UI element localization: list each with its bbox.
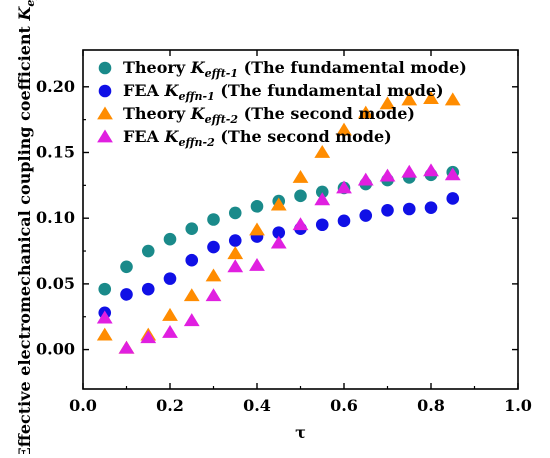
legend-item-theory-fundamental: Theory Kefft-1 (The fundamental mode) [98,58,467,80]
theory-second-point [423,91,439,105]
x-tick-label: 1.0 [504,396,532,415]
theory-second-point [314,144,331,158]
theory-second-point [357,105,374,119]
fea-second-point [205,288,222,302]
fea-second-point [423,163,439,177]
theory-second-point [401,92,418,106]
theory-second-point [183,288,200,302]
theory-second-point [379,96,396,110]
fea-second-point [379,168,396,182]
y-tick-label: 0.20 [36,77,75,96]
fea-fundamental-point [185,253,199,267]
legend-item-fea-second: FEA Keffn-2 (The second mode) [97,127,392,149]
x-tick-label: 0.6 [330,396,358,415]
fea-fundamental-point [141,282,155,296]
y-axis-title: Effective electromechanical coupling coe… [15,0,37,454]
fea-second-point [444,167,461,181]
theory-second-point [336,122,352,136]
legend-label-fea-second: FEA Keffn-2 (The second mode) [123,127,392,149]
x-tick-label: 0.8 [417,396,445,415]
y-tick-label: 0.00 [36,340,75,359]
fea-fundamental-point [359,209,373,222]
legend-marker-theory-second [97,106,113,120]
theory-second-point [270,197,287,211]
x-axis-title: τ [295,423,306,442]
theory-second-point [162,307,178,321]
y-tick-label: 0.05 [36,274,75,293]
fea-second-point [292,217,309,231]
fea-fundamental-point [207,240,220,254]
fea-fundamental-point [381,204,394,217]
fea-fundamental-point [337,214,351,228]
theory-second-point [292,169,309,183]
y-tick-label: 0.10 [36,208,75,227]
fea-second-point [162,325,178,338]
theory-second-point [249,222,265,236]
theory-fundamental-point [185,222,199,235]
fea-second-point [140,330,157,344]
fea-fundamental-point [163,272,177,285]
legend-marker-fea-second [97,129,113,143]
legend-marker-theory-fundamental [98,61,112,75]
fea-fundamental-point [402,202,416,216]
y-tick-label: 0.15 [36,142,75,161]
theory-fundamental-point [294,189,307,203]
theory-fundamental-point [98,282,112,296]
legend-label-theory-second: Theory Kefft-2 (The second mode) [123,104,415,126]
x-tick-label: 0.0 [69,396,97,415]
theory-fundamental-point [250,200,264,213]
data-marks [96,91,461,354]
fea-second-point [96,310,113,324]
theory-fundamental-point [120,260,133,274]
x-tick-label: 0.4 [243,396,271,415]
theory-fundamental-point [228,206,242,220]
fea-second-point [183,313,200,327]
fea-fundamental-point [424,201,438,214]
fea-fundamental-point [446,192,460,205]
theory-second-point [96,327,113,341]
theory-fundamental-point [207,213,220,226]
fea-second-point [249,257,265,271]
legend-label-theory-fundamental: Theory Kefft-1 (The fundamental mode) [123,58,467,80]
theory-second-point [444,92,461,106]
theory-fundamental-point [141,244,155,258]
fea-second-point [357,172,374,186]
x-tick-label: 0.2 [156,396,184,415]
fea-fundamental-point [228,234,242,247]
theory-second-point [205,268,222,282]
legend: Theory Kefft-1 (The fundamental mode)FEA… [97,58,467,149]
fea-second-point [270,235,287,249]
fea-second-point [336,180,352,194]
fea-fundamental-point [120,288,133,301]
legend-label-fea-fundamental: FEA Keffn-1 (The fundamental mode) [123,81,444,103]
theory-fundamental-point [315,185,329,199]
series-fea-second [96,163,461,354]
fea-second-point [118,340,135,354]
legend-item-theory-second: Theory Kefft-2 (The second mode) [97,104,415,126]
fea-second-point [227,259,244,273]
fea-second-point [314,192,331,206]
axes: 0.0 0.2 0.4 0.6 0.8 1.0 0.00 0.05 0.10 0.15 0.20 [36,49,532,415]
legend-marker-fea-fundamental [98,84,112,98]
legend-item-fea-fundamental: FEA Keffn-1 (The fundamental mode) [98,81,444,103]
fea-second-point [401,164,418,178]
fea-fundamental-point [315,218,329,232]
fea-fundamental-point [272,226,286,239]
theory-fundamental-point [163,232,177,246]
theory-second-point [227,246,244,260]
